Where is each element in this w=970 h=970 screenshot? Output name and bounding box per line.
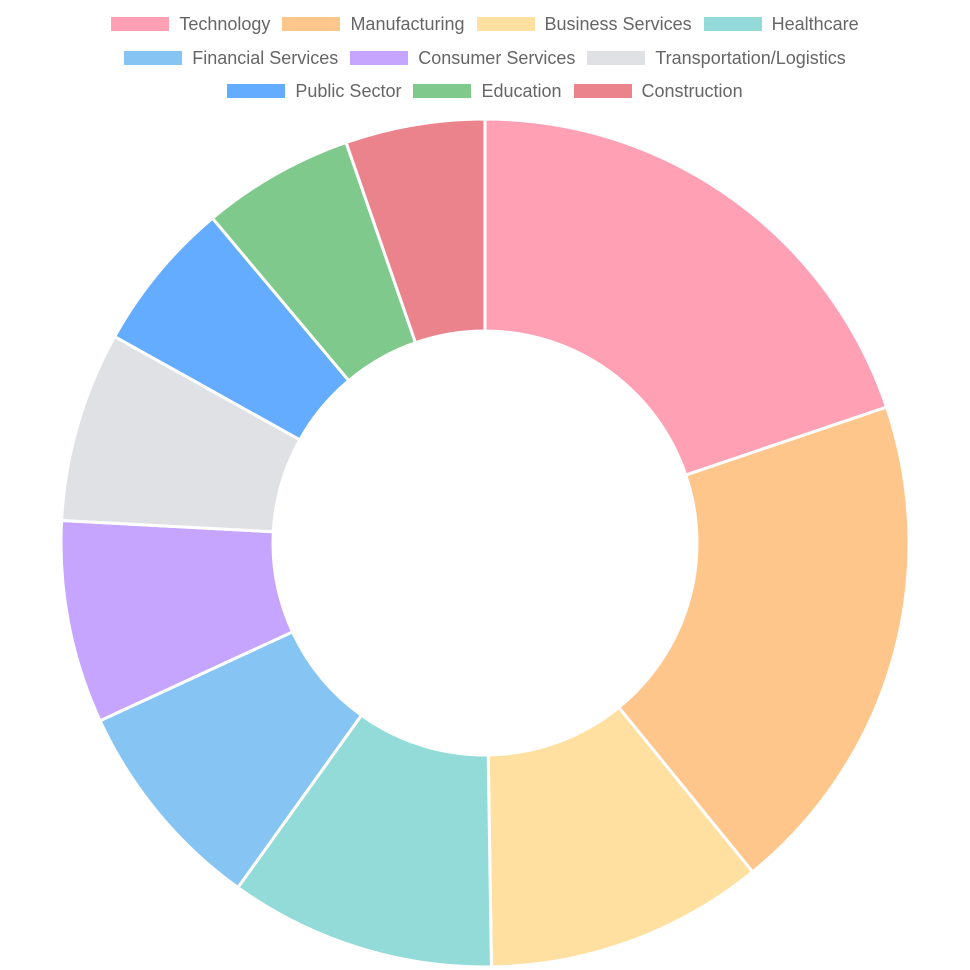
legend-item-public-sector[interactable]: Public Sector xyxy=(227,81,401,101)
legend-swatch xyxy=(413,84,472,98)
legend-label: Consumer Services xyxy=(418,48,576,68)
slice-construction[interactable] xyxy=(344,117,487,345)
legend-item-construction[interactable]: Construction xyxy=(573,81,743,101)
legend-label: Transportation/Logistics xyxy=(655,48,846,68)
legend-label: Technology xyxy=(179,14,271,34)
legend-item-transportation-logistics[interactable]: Transportation/Logistics xyxy=(587,48,846,68)
legend-label: Healthcare xyxy=(771,14,859,34)
legend-label: Education xyxy=(481,81,562,101)
legend-swatch xyxy=(573,84,632,98)
legend-swatch xyxy=(124,51,183,65)
legend-item-healthcare[interactable]: Healthcare xyxy=(703,14,859,34)
legend-item-financial-services[interactable]: Financial Services xyxy=(124,48,338,68)
slice-business-services[interactable] xyxy=(486,705,755,969)
legend-swatch xyxy=(587,51,646,65)
legend-label: Public Sector xyxy=(295,81,402,101)
slice-manufacturing[interactable] xyxy=(616,405,911,875)
legend-row: Technology Manufacturing Business Services… xyxy=(0,14,970,34)
legend-item-education[interactable]: Education xyxy=(413,81,562,101)
legend-swatch xyxy=(703,17,762,31)
legend-label: Construction xyxy=(641,81,743,101)
legend-label: Manufacturing xyxy=(350,14,465,34)
legend-swatch xyxy=(476,17,535,31)
legend-item-manufacturing[interactable]: Manufacturing xyxy=(282,14,465,34)
legend-item-business-services[interactable]: Business Services xyxy=(476,14,692,34)
legend-item-consumer-services[interactable]: Consumer Services xyxy=(350,48,575,68)
legend-row: Financial Services Consumer Services Trans… xyxy=(0,48,970,68)
legend-row: Public Sector Education Construction xyxy=(0,81,970,101)
legend-item-technology[interactable]: Technology xyxy=(111,14,270,34)
legend-swatch xyxy=(282,17,341,31)
legend-label: Business Services xyxy=(544,14,692,34)
legend-label: Financial Services xyxy=(192,48,339,68)
legend-swatch xyxy=(227,84,286,98)
legend-swatch xyxy=(350,51,409,65)
legend-swatch xyxy=(111,17,170,31)
slice-technology[interactable] xyxy=(483,117,889,477)
